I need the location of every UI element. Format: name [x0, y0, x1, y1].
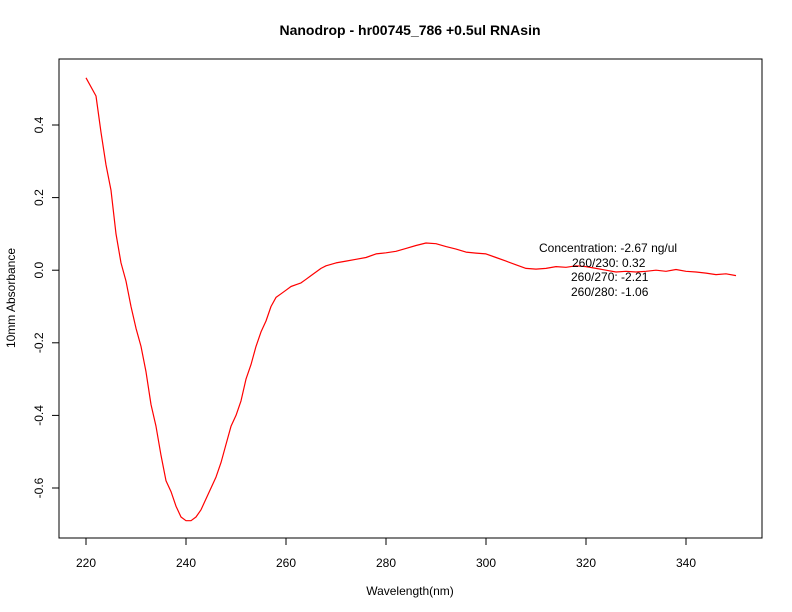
ratio-260-230-text: 260/230: 0.32 — [572, 256, 646, 270]
x-tick-label: 220 — [76, 556, 96, 570]
x-axis-label: Wavelength(nm) — [366, 584, 454, 598]
ratio-260-270-text: 260/270: -2.21 — [571, 270, 649, 284]
y-tick-label: 0.0 — [32, 262, 46, 279]
x-tick-label: 260 — [276, 556, 296, 570]
y-tick-label: -0.6 — [32, 477, 46, 498]
y-tick-label: -0.4 — [32, 405, 46, 426]
x-tick-label: 340 — [676, 556, 696, 570]
y-tick-label: 0.2 — [32, 189, 46, 206]
x-axis: 220 240 260 280 300 320 340 — [76, 538, 696, 570]
ratio-260-280-text: 260/280: -1.06 — [571, 285, 649, 299]
x-tick-label: 300 — [476, 556, 496, 570]
concentration-text: Concentration: -2.67 ng/ul — [539, 241, 677, 255]
y-tick-label: 0.4 — [32, 116, 46, 133]
chart-title: Nanodrop - hr00745_786 +0.5ul RNAsin — [279, 22, 540, 38]
y-axis-label: 10mm Absorbance — [4, 248, 18, 348]
x-tick-label: 280 — [376, 556, 396, 570]
series-layer — [85, 77, 737, 522]
x-tick-label: 320 — [576, 556, 596, 570]
y-axis: -0.6 -0.4 -0.2 0.0 0.2 0.4 — [32, 116, 59, 498]
absorbance-series-line — [85, 77, 737, 522]
stats-annotation: Concentration: -2.67 ng/ul 260/230: 0.32… — [539, 241, 677, 299]
plot-area-box — [58, 58, 763, 539]
x-tick-label: 240 — [176, 556, 196, 570]
y-tick-label: -0.2 — [32, 332, 46, 353]
